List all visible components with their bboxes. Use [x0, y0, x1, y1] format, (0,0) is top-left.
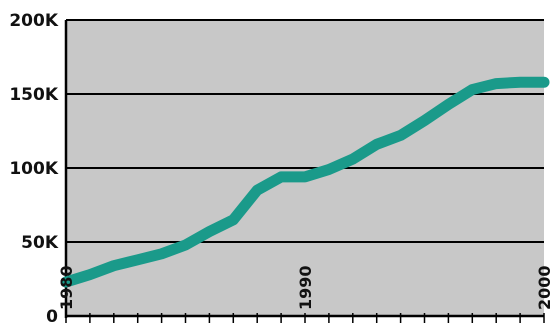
x-tick-marks	[65, 313, 545, 323]
y-tick-label-150K: 150K	[9, 85, 58, 105]
data-point	[161, 253, 163, 255]
y-tick-label-50K: 50K	[21, 233, 59, 253]
y-tick-label-0: 0	[46, 307, 58, 327]
data-point	[519, 81, 521, 83]
data-point	[495, 83, 497, 85]
x-tick-labels: 1980 1990 2000	[57, 265, 553, 310]
data-point	[304, 176, 306, 178]
data-point	[89, 274, 91, 276]
x-tick-label-1980: 1980	[57, 265, 76, 310]
x-tick-label-2000: 2000	[535, 265, 553, 310]
data-point	[424, 120, 425, 122]
data-point	[65, 281, 67, 283]
y-tick-label-100K: 100K	[9, 159, 58, 179]
data-point	[280, 176, 282, 178]
data-point	[232, 219, 234, 221]
data-point	[256, 189, 258, 191]
data-point	[185, 244, 186, 246]
data-point	[328, 168, 330, 170]
y-tick-labels: 0 50K 100K 150K 200K	[9, 11, 58, 327]
data-point	[471, 89, 473, 91]
data-point	[543, 81, 545, 83]
data-point	[137, 259, 139, 261]
data-point	[376, 143, 378, 145]
series-group	[60, 76, 550, 288]
data-point	[113, 265, 115, 267]
data-point	[208, 231, 210, 233]
x-tick-label-1990: 1990	[296, 265, 315, 310]
axes	[64, 20, 544, 318]
y-tick-label-200K: 200K	[9, 11, 58, 31]
data-point	[400, 134, 402, 136]
data-point	[447, 103, 449, 105]
data-point	[352, 158, 354, 160]
